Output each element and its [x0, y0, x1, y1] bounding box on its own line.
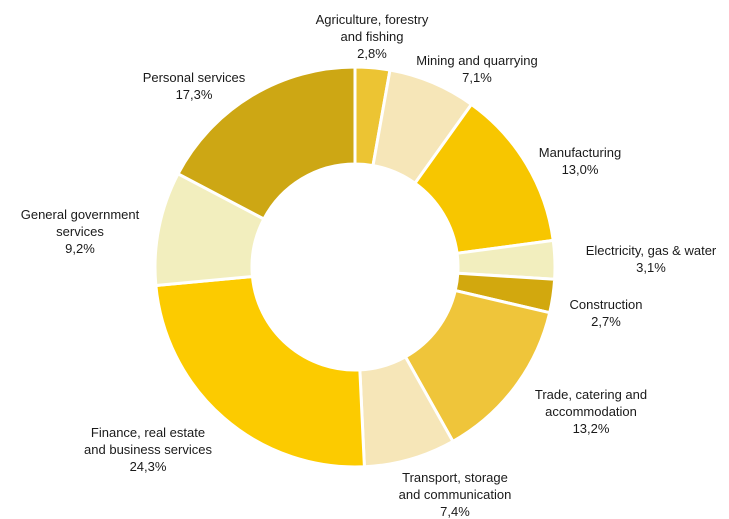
slice-value-label-6: 7,4%: [440, 504, 470, 519]
slice-label-6: Transport, storage and communication 7,4%: [399, 470, 512, 519]
slice-name-line-8-0: General government: [21, 207, 140, 222]
slice-value-label-1: 7,1%: [462, 70, 492, 85]
slice-name-line-5-1: accommodation: [545, 404, 637, 419]
slice-name-line-0-1: and fishing: [341, 29, 404, 44]
slice-value-label-0: 2,8%: [357, 46, 387, 61]
slice-name-line-6-1: and communication: [399, 487, 512, 502]
labels-layer: Agriculture, forestry and fishing 2,8% Mini…: [21, 12, 717, 519]
slice-9: [176, 65, 357, 222]
slice-label-2: Manufacturing 13,0%: [539, 145, 621, 177]
slice-name-line-7-0: Finance, real estate: [91, 425, 205, 440]
slice-name-line-8-1: services: [56, 224, 104, 239]
slice-value-label-3: 3,1%: [636, 260, 666, 275]
slice-name-line-2-0: Manufacturing: [539, 145, 621, 160]
slice-name-line-5-0: Trade, catering and: [535, 387, 647, 402]
slice-label-9: Personal services 17,3%: [143, 70, 246, 102]
slice-value-label-5: 13,2%: [573, 421, 610, 436]
slice-7: [154, 274, 366, 469]
slice-name-line-3-0: Electricity, gas & water: [586, 243, 717, 258]
slice-label-3: Electricity, gas & water 3,1%: [586, 243, 717, 275]
slice-label-4: Construction 2,7%: [570, 297, 643, 329]
slice-label-7: Finance, real estate and business service…: [84, 425, 212, 474]
slice-label-1: Mining and quarrying 7,1%: [416, 53, 537, 85]
slices-layer: [153, 65, 557, 469]
slice-name-line-1-0: Mining and quarrying: [416, 53, 537, 68]
slice-value-label-4: 2,7%: [591, 314, 621, 329]
slice-name-line-9-0: Personal services: [143, 70, 246, 85]
slice-value-label-7: 24,3%: [130, 459, 167, 474]
slice-label-8: General government services 9,2%: [21, 207, 140, 256]
slice-name-line-4-0: Construction: [570, 297, 643, 312]
slice-value-label-9: 17,3%: [176, 87, 213, 102]
slice-value-label-2: 13,0%: [562, 162, 599, 177]
slice-label-5: Trade, catering and accommodation 13,2%: [535, 387, 647, 436]
slice-value-label-8: 9,2%: [65, 241, 95, 256]
slice-label-0: Agriculture, forestry and fishing 2,8%: [316, 12, 429, 61]
slice-name-line-7-1: and business services: [84, 442, 212, 457]
slice-name-line-6-0: Transport, storage: [402, 470, 508, 485]
slice-name-line-0-0: Agriculture, forestry: [316, 12, 429, 27]
